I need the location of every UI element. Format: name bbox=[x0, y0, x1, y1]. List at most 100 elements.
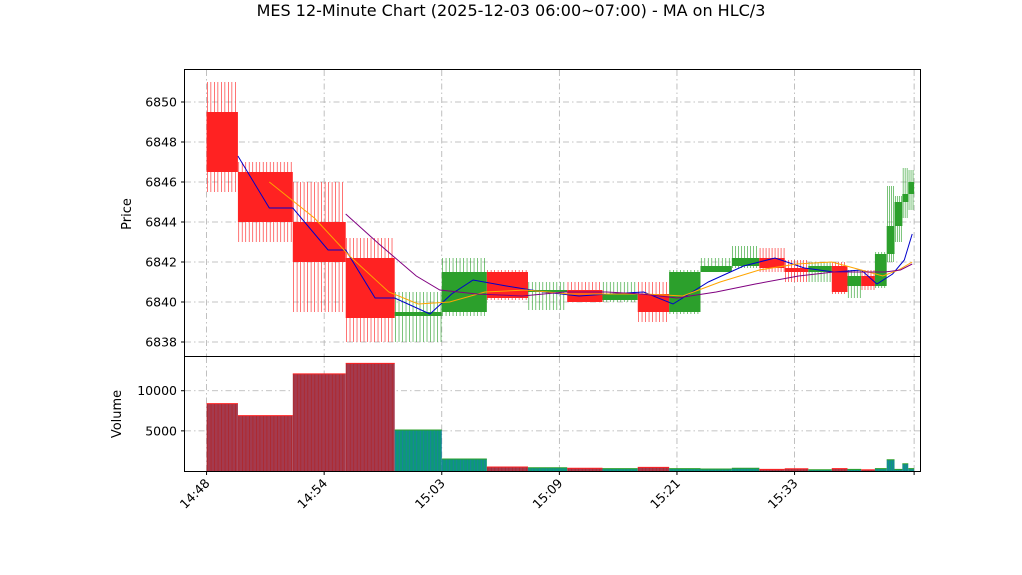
volume-bar-body bbox=[237, 415, 293, 471]
volume-bar-body bbox=[808, 469, 832, 471]
candle bbox=[237, 162, 293, 242]
time-tick-label: 14:54 bbox=[294, 475, 330, 511]
volume-bar bbox=[345, 362, 395, 471]
candle bbox=[886, 186, 895, 262]
time-tick-label: 14:48 bbox=[177, 475, 213, 511]
volume-bar-body bbox=[206, 403, 238, 471]
candle-body bbox=[486, 272, 528, 298]
volume-bar bbox=[908, 468, 915, 471]
price-tick-label: 6842 bbox=[145, 255, 177, 270]
candle bbox=[394, 292, 442, 342]
candle bbox=[874, 252, 887, 288]
volume-axis: 5000 10000 bbox=[137, 383, 185, 438]
volume-bar bbox=[441, 458, 487, 471]
volume-bar bbox=[759, 468, 785, 471]
volume-panel-frame bbox=[184, 356, 921, 472]
price-tick-label: 6848 bbox=[145, 135, 177, 150]
volume-bar bbox=[902, 463, 909, 471]
candle bbox=[637, 282, 670, 322]
price-tick-label: 6840 bbox=[145, 295, 177, 310]
time-tick-label: 15:03 bbox=[412, 476, 448, 512]
candle bbox=[206, 82, 238, 192]
volume-bar-body bbox=[669, 468, 701, 471]
volume-bar-body bbox=[602, 468, 638, 471]
candle-body bbox=[847, 276, 862, 286]
candle-body bbox=[908, 182, 915, 194]
candle bbox=[731, 246, 760, 268]
candle bbox=[700, 258, 732, 272]
volume-bar bbox=[874, 468, 887, 471]
volume-bar-body bbox=[784, 468, 809, 471]
candle-body bbox=[528, 290, 568, 292]
moving-average-line bbox=[237, 155, 913, 315]
volume-bar bbox=[731, 467, 760, 471]
candle bbox=[831, 262, 848, 294]
candle bbox=[908, 170, 915, 210]
candle-body bbox=[292, 222, 346, 262]
volume-bar bbox=[894, 468, 903, 471]
candle bbox=[528, 282, 568, 310]
candle bbox=[345, 238, 395, 342]
volume-bar-body bbox=[637, 467, 670, 471]
volume-bar bbox=[847, 468, 862, 471]
volume-bar bbox=[886, 459, 895, 471]
time-tick-label: 15:09 bbox=[529, 475, 565, 511]
volume-bar-body bbox=[731, 468, 760, 471]
volume-bar-body bbox=[831, 468, 848, 471]
candle bbox=[669, 270, 701, 314]
candle-body bbox=[808, 266, 832, 272]
volume-bar bbox=[394, 429, 442, 471]
volume-bar bbox=[784, 468, 809, 471]
time-axis: 14:48 14:54 15:03 15:09 15:21 15:33 bbox=[177, 471, 915, 512]
time-tick-label: 15:33 bbox=[765, 476, 801, 512]
volume-tick-label: 5000 bbox=[145, 423, 177, 438]
volume-bar bbox=[637, 466, 670, 471]
candle bbox=[808, 262, 832, 282]
chart-title: MES 12-Minute Chart (2025-12-03 06:00~07… bbox=[256, 1, 766, 20]
volume-bar-body bbox=[486, 466, 528, 471]
volume-bar bbox=[486, 466, 528, 471]
price-grid bbox=[185, 70, 920, 356]
price-tick-label: 6844 bbox=[145, 215, 177, 230]
volume-bar-body bbox=[441, 458, 487, 471]
candle-body bbox=[831, 266, 848, 292]
candle-body bbox=[441, 272, 487, 312]
price-tick-label: 6846 bbox=[145, 175, 177, 190]
candle-body bbox=[237, 172, 293, 222]
candle bbox=[292, 182, 346, 312]
volume-bar bbox=[528, 467, 568, 471]
candle-body bbox=[759, 258, 785, 268]
volume-bar-body bbox=[874, 468, 887, 471]
moving-average-line bbox=[345, 213, 913, 299]
volume-bars bbox=[206, 362, 915, 471]
volume-bar bbox=[602, 468, 638, 471]
candle-body bbox=[894, 202, 903, 226]
price-candles bbox=[206, 82, 915, 342]
moving-average-line bbox=[268, 181, 913, 305]
price-axis: 6838 6840 6842 6844 6846 6848 6850 bbox=[145, 95, 185, 350]
candle-body bbox=[902, 194, 909, 202]
candle-body bbox=[700, 266, 732, 272]
volume-bar bbox=[861, 469, 875, 471]
volume-axis-label: Volume bbox=[110, 390, 125, 438]
volume-bar bbox=[808, 469, 832, 471]
volume-bar bbox=[831, 468, 848, 471]
price-tick-label: 6838 bbox=[145, 335, 177, 350]
price-panel-frame bbox=[184, 69, 921, 357]
candle-body bbox=[731, 258, 760, 266]
volume-tick-label: 10000 bbox=[137, 383, 177, 398]
candle-body bbox=[345, 258, 395, 318]
volume-bar bbox=[567, 467, 603, 471]
volume-bar bbox=[292, 373, 346, 471]
candle-body bbox=[861, 276, 875, 286]
candle bbox=[894, 196, 903, 242]
price-axis-label: Price bbox=[120, 198, 135, 230]
moving-averages bbox=[237, 155, 913, 315]
volume-bar-body bbox=[394, 430, 442, 471]
candle-body bbox=[637, 294, 670, 312]
volume-bar bbox=[669, 468, 701, 471]
candle bbox=[441, 258, 487, 316]
volume-bar-body bbox=[528, 467, 568, 471]
candle-body bbox=[602, 294, 638, 300]
volume-bar-body bbox=[894, 469, 903, 471]
